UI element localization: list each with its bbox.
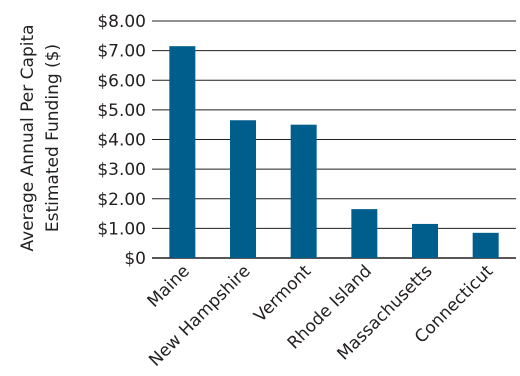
y-tick-label: $1.00 (97, 219, 146, 239)
y-tick-label: $7.00 (97, 42, 146, 62)
bars (169, 46, 499, 259)
bar (290, 124, 317, 258)
bar (230, 120, 256, 259)
gridlines (152, 20, 516, 259)
y-axis-ticks: $0 $1.00 $2.00 $3.00 $4.00 $5.00 $6.00 $7.00 $8.… (97, 12, 146, 269)
y-tick-label: $2.00 (97, 190, 146, 210)
y-axis-title-line-1: Average Annual Per Capita (18, 24, 38, 251)
y-tick-label: $6.00 (97, 71, 146, 91)
bar (351, 209, 378, 258)
y-tick-label: $3.00 (97, 160, 146, 180)
y-axis-title: Average Annual Per Capita Estimated Fund… (18, 24, 63, 251)
x-category-label: New Hampshire (145, 261, 254, 370)
bar (169, 46, 196, 259)
y-tick-label: $4.00 (97, 131, 146, 151)
y-axis-title-line-2: Estimated Funding ($) (43, 44, 63, 232)
bar (412, 223, 438, 258)
y-tick-label: $5.00 (97, 101, 146, 121)
y-tick-label: $0 (124, 249, 146, 269)
y-tick-label: $8.00 (97, 12, 146, 32)
x-category-label: Maine (144, 261, 194, 311)
bar (472, 232, 499, 258)
